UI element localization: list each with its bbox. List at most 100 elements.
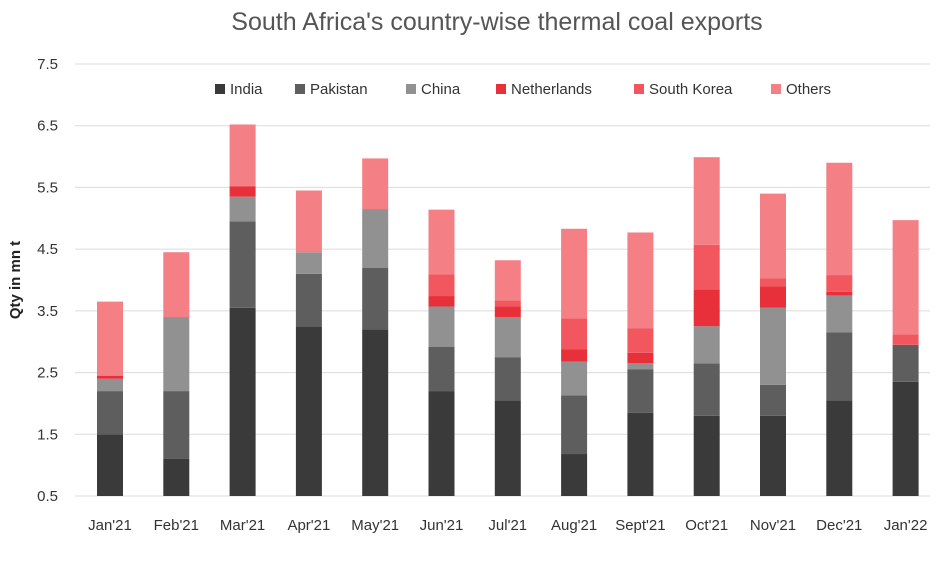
bar-segment bbox=[97, 378, 123, 392]
y-tick-label: 4.5 bbox=[37, 241, 58, 258]
bar-segment bbox=[826, 275, 853, 292]
x-tick-label: Apr'21 bbox=[287, 517, 330, 534]
bar-segment bbox=[494, 306, 521, 318]
bar-segment bbox=[627, 232, 654, 329]
bar-segment bbox=[561, 361, 588, 396]
x-tick-label: Aug'21 bbox=[551, 517, 597, 534]
bar-segment bbox=[97, 434, 123, 496]
x-axis-ticks: Jan'21 Feb'21 Mar'21 Apr'21 May'21 Jun'21 Jul'… bbox=[88, 517, 927, 534]
x-tick-label: Dec'21 bbox=[816, 517, 862, 534]
bar-segment bbox=[627, 363, 654, 370]
bar-segment bbox=[627, 328, 654, 353]
bars bbox=[97, 124, 919, 496]
y-tick-label: 1.5 bbox=[37, 426, 58, 443]
x-tick-label: May'21 bbox=[351, 517, 399, 534]
bar-segment bbox=[295, 252, 322, 274]
bar-segment bbox=[760, 307, 786, 385]
legend-label: China bbox=[421, 81, 461, 98]
chart-title: South Africa's country-wise thermal coal… bbox=[231, 8, 762, 36]
bar-segment bbox=[693, 415, 720, 496]
bar-segment bbox=[229, 307, 256, 496]
legend-swatch bbox=[215, 84, 225, 94]
x-tick-label: Jan'21 bbox=[88, 517, 132, 534]
y-tick-label: 2.5 bbox=[37, 365, 58, 382]
bar-segment bbox=[428, 346, 455, 392]
legend: India Pakistan China Netherlands South Korea… bbox=[215, 81, 831, 98]
y-tick-label: 5.5 bbox=[37, 179, 58, 196]
bar-segment bbox=[97, 301, 123, 376]
bar-segment bbox=[760, 415, 786, 496]
bar-segment bbox=[163, 252, 190, 318]
bar-segment bbox=[826, 162, 853, 276]
bar-segment bbox=[892, 381, 919, 496]
x-tick-label: Jun'21 bbox=[420, 517, 464, 534]
bar-segment bbox=[826, 295, 853, 333]
y-tick-label: 6.5 bbox=[37, 118, 58, 135]
legend-swatch bbox=[406, 84, 416, 94]
x-tick-label: Jul'21 bbox=[488, 517, 527, 534]
bar-segment bbox=[627, 412, 654, 496]
bar-segment bbox=[97, 391, 123, 435]
bar-segment bbox=[760, 278, 786, 287]
bar-segment bbox=[627, 352, 654, 364]
y-axis-ticks: 7.5 6.5 5.5 4.5 3.5 2.5 1.5 0.5 bbox=[37, 56, 58, 505]
bar-segment bbox=[229, 186, 256, 197]
bar-segment bbox=[561, 454, 588, 496]
bar-segment bbox=[892, 344, 919, 382]
bar-segment bbox=[428, 306, 455, 347]
legend-label: Netherlands bbox=[511, 81, 592, 98]
bar-segment bbox=[494, 300, 521, 307]
bar-segment bbox=[163, 458, 190, 496]
bar-segment bbox=[693, 157, 720, 245]
x-tick-label: Mar'21 bbox=[220, 517, 265, 534]
bar-segment bbox=[693, 326, 720, 364]
x-tick-label: Sept'21 bbox=[615, 517, 665, 534]
bar-segment bbox=[428, 274, 455, 297]
legend-swatch bbox=[496, 84, 506, 94]
bar-segment bbox=[892, 334, 919, 345]
bar-segment bbox=[494, 400, 521, 496]
bar-segment bbox=[760, 384, 786, 416]
x-tick-label: Feb'21 bbox=[154, 517, 199, 534]
legend-label: Others bbox=[786, 81, 831, 98]
y-tick-label: 3.5 bbox=[37, 303, 58, 320]
bar-segment bbox=[494, 317, 521, 358]
x-tick-label: Jan'22 bbox=[884, 517, 928, 534]
bar-segment bbox=[362, 329, 389, 496]
bar-segment bbox=[892, 220, 919, 335]
bar-segment bbox=[362, 158, 389, 210]
bar-segment bbox=[295, 326, 322, 496]
bar-segment bbox=[229, 221, 256, 308]
bar-segment bbox=[494, 357, 521, 401]
bar-segment bbox=[826, 291, 853, 296]
legend-label: South Korea bbox=[649, 81, 733, 98]
y-tick-label: 0.5 bbox=[37, 488, 58, 505]
bar-segment bbox=[494, 260, 521, 301]
bar-segment bbox=[760, 286, 786, 308]
legend-swatch bbox=[295, 84, 305, 94]
bar-segment bbox=[163, 391, 190, 459]
legend-swatch bbox=[634, 84, 644, 94]
bar-segment bbox=[428, 391, 455, 496]
bar-segment bbox=[760, 193, 786, 279]
bar-segment bbox=[561, 395, 588, 455]
bar-segment bbox=[362, 209, 389, 268]
legend-swatch bbox=[771, 84, 781, 94]
bar-segment bbox=[627, 369, 654, 413]
bar-segment bbox=[428, 209, 455, 275]
bar-segment bbox=[229, 196, 256, 222]
bar-segment bbox=[295, 273, 322, 327]
legend-label: India bbox=[230, 81, 263, 98]
bar-segment bbox=[428, 296, 455, 307]
bar-segment bbox=[229, 124, 256, 187]
bar-segment bbox=[826, 332, 853, 401]
x-tick-label: Nov'21 bbox=[750, 517, 796, 534]
bar-segment bbox=[826, 400, 853, 496]
bar-segment bbox=[362, 267, 389, 330]
bar-segment bbox=[295, 190, 322, 253]
bar-segment bbox=[561, 228, 588, 319]
y-tick-label: 7.5 bbox=[37, 56, 58, 73]
legend-label: Pakistan bbox=[310, 81, 368, 98]
bar-segment bbox=[561, 318, 588, 350]
